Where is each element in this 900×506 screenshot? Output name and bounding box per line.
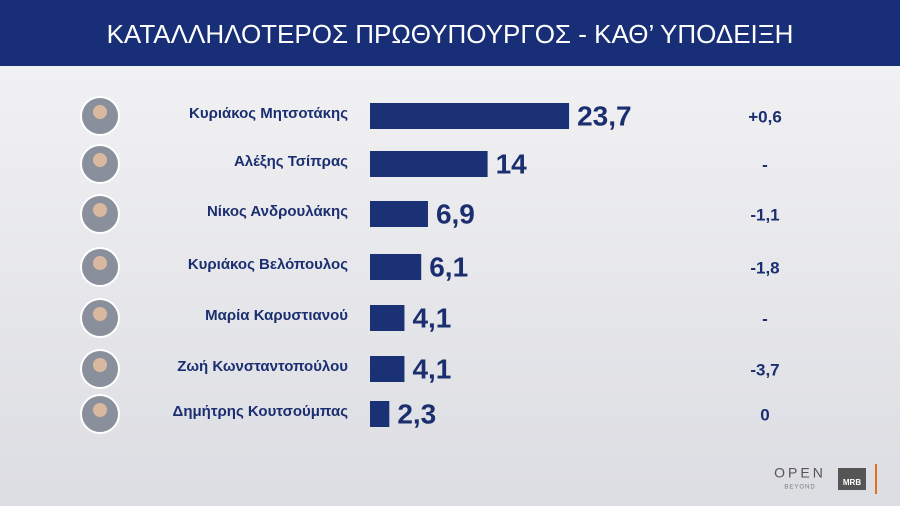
bar: [370, 401, 390, 427]
value-label: 6,1: [429, 251, 468, 282]
bar: [370, 356, 405, 382]
portrait-head: [93, 403, 107, 417]
brand-tagline: BEYOND: [784, 485, 815, 491]
change-label: -1,1: [750, 205, 779, 224]
change-label: -3,7: [750, 360, 779, 379]
portrait-head: [93, 203, 107, 217]
portrait-head: [93, 153, 107, 167]
candidate-name: Μαρία Καρυστιανού: [205, 307, 348, 324]
value-label: 6,9: [436, 198, 475, 229]
portrait-head: [93, 105, 107, 119]
change-label: +0,6: [748, 107, 782, 126]
bar: [370, 254, 422, 280]
candidate-name: Ζωή Κωνσταντοπούλου: [177, 358, 348, 375]
brand-channel: OPEN: [774, 465, 826, 481]
value-label: 4,1: [412, 302, 451, 333]
value-label: 23,7: [577, 100, 632, 131]
title-bar: [0, 0, 900, 66]
change-label: 0: [760, 405, 769, 424]
bar: [370, 103, 570, 129]
change-label: -: [762, 309, 768, 328]
candidate-name: Δημήτρης Κουτσούμπας: [173, 403, 349, 420]
candidate-name: Αλέξης Τσίπρας: [234, 153, 348, 170]
portrait-head: [93, 358, 107, 372]
brand-pollster: MRB: [843, 478, 861, 487]
portrait-head: [93, 307, 107, 321]
value-label: 14: [496, 148, 528, 179]
candidate-name: Κυριάκος Μητσοτάκης: [189, 105, 348, 122]
change-label: -: [762, 155, 768, 174]
candidate-name: Κυριάκος Βελόπουλος: [188, 256, 348, 273]
bar: [370, 201, 428, 227]
value-label: 2,3: [397, 398, 436, 429]
bar: [370, 305, 405, 331]
chart-title: ΚΑΤΑΛΛΗΛΟΤΕΡΟΣ ΠΡΩΘΥΠΟΥΡΓΟΣ - ΚΑΘ’ ΥΠΟΔΕ…: [107, 19, 794, 49]
candidate-name: Νίκος Ανδρουλάκης: [207, 203, 348, 220]
portrait-head: [93, 256, 107, 270]
value-label: 4,1: [412, 353, 451, 384]
change-label: -1,8: [750, 258, 779, 277]
pollster-logo: [838, 468, 866, 490]
bar: [370, 151, 488, 177]
